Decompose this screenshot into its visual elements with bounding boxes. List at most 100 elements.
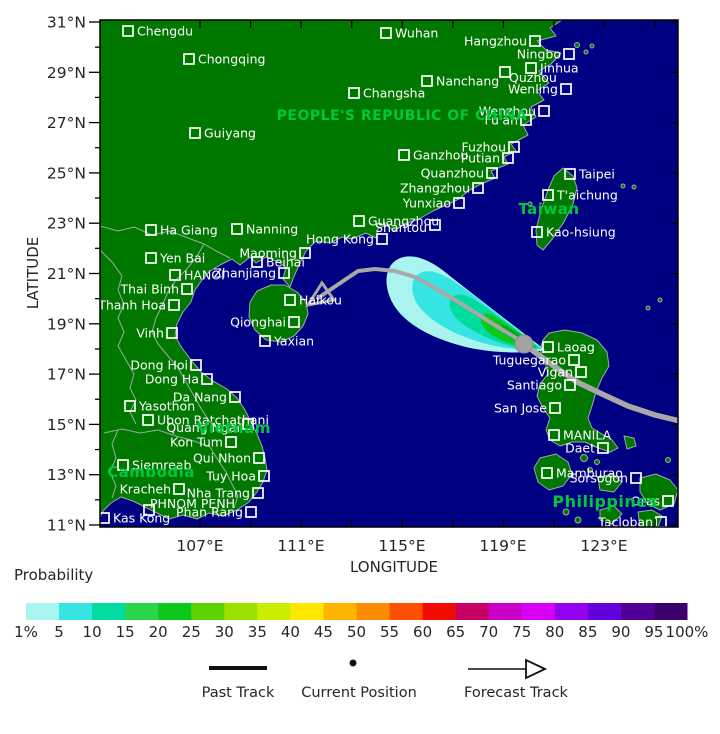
city-label: T'aichung — [556, 188, 618, 203]
city-label: Vinh — [136, 326, 164, 341]
city-label: Chongqing — [198, 52, 265, 67]
city-marker-icon — [201, 373, 213, 385]
colorbar-segment — [455, 603, 490, 620]
city-label: Taipei — [578, 167, 615, 182]
city-label: San Jose — [494, 401, 547, 416]
colorbar-segment — [257, 603, 291, 620]
forecast-arrowhead-icon — [304, 280, 337, 308]
city-marker-icon — [142, 414, 154, 426]
colorbar-segment — [653, 603, 688, 620]
city-marker-icon — [520, 114, 532, 126]
city-label: Guangzhou — [368, 214, 439, 229]
city-label: Yasothon — [138, 399, 195, 414]
city-marker-icon — [169, 269, 181, 281]
city-marker-icon — [662, 495, 674, 507]
land-masbate — [597, 473, 623, 493]
small-islands — [527, 42, 671, 524]
colorbar-segment — [521, 603, 556, 620]
colorbar-tick-label: 30 — [215, 623, 234, 641]
lat-tick-label: 25°N — [47, 164, 86, 182]
axis-ticks — [89, 21, 678, 526]
city-marker-icon — [288, 316, 300, 328]
colorbar-tick-label: 55 — [380, 623, 399, 641]
city-label: Chengdu — [137, 24, 193, 39]
city-label: HANOI — [184, 268, 225, 283]
city-marker-icon — [183, 53, 195, 65]
colorbar-segment — [125, 603, 159, 620]
city-label: Kracheh — [120, 482, 171, 497]
city-marker-icon — [421, 75, 433, 87]
lon-tick-label: 119°E — [479, 537, 526, 555]
city-label: Mamburao — [556, 466, 623, 481]
city-label: Hangzhou — [464, 34, 527, 49]
city-marker-icon — [529, 35, 541, 47]
city-marker-icon — [145, 252, 157, 264]
city-label: Guiyang — [204, 126, 256, 141]
city-label: Quzhou — [509, 70, 557, 85]
colorbar-tick-label: 1% — [14, 623, 38, 641]
city-label: Santiago — [507, 378, 562, 393]
forecast-track-arrow-icon — [525, 658, 548, 680]
forecast-track-label: Forecast Track — [464, 685, 569, 701]
city-marker-icon — [453, 197, 465, 209]
city-label: Wenling — [508, 82, 558, 97]
city-marker-icon — [548, 429, 560, 441]
city-marker-icon — [508, 141, 520, 153]
city-label: Yunxiao — [402, 196, 451, 211]
city-label: Ubon Ratchathani — [157, 413, 269, 428]
city-marker-icon — [541, 467, 553, 479]
city-label: Kao-hsiung — [546, 225, 616, 240]
city-label: Ha Giang — [160, 223, 218, 238]
city-marker-icon — [122, 25, 134, 37]
past-track — [521, 341, 678, 424]
city-label: Thai Binh — [119, 282, 179, 297]
city-label: Hong Kong — [306, 232, 374, 247]
city-label: Da Nang — [173, 390, 227, 405]
city-marker-icon — [380, 27, 392, 39]
colorbar-tick-label: 15 — [116, 623, 135, 641]
city-label: Kas Kong — [113, 511, 170, 526]
city-label: Fu'an — [485, 113, 518, 128]
region-label: PEOPLE'S REPUBLIC OF CHINA — [277, 108, 528, 124]
land-mindoro — [533, 453, 573, 491]
past-track-label: Past Track — [202, 685, 275, 701]
colorbar-tick-label: 85 — [578, 623, 597, 641]
x-axis-title: LONGITUDE — [350, 558, 438, 576]
colorbar-tick-label: 100% — [666, 623, 709, 641]
city-label: Quanzhou — [421, 166, 484, 181]
city-label: Jinhua — [539, 61, 579, 76]
colorbar-tick-label: 5 — [54, 623, 64, 641]
city-marker-icon — [190, 359, 202, 371]
city-marker-icon — [117, 459, 129, 471]
city-marker-icon — [231, 223, 243, 235]
region-labels: PEOPLE'S REPUBLIC OF CHINA Taiwan Vietnam C… — [107, 108, 657, 511]
city-marker-icon — [531, 226, 543, 238]
city-marker-icon — [597, 442, 609, 454]
colorbar-tick-label: 45 — [314, 623, 333, 641]
city-label: Quang Ngai — [166, 420, 240, 435]
region-label: Taiwan — [518, 200, 579, 218]
city-label: Fuzhou — [462, 140, 506, 155]
city-label: Shantou — [375, 220, 427, 235]
city-marker-icon — [168, 299, 180, 311]
colorbar-tick-label: 70 — [479, 623, 498, 641]
city-marker-icon — [124, 400, 136, 412]
city-marker-icon — [284, 294, 296, 306]
lon-tick-label: 111°E — [277, 537, 324, 555]
city-label: Phan Rang — [176, 505, 243, 520]
region-label: Vietnam — [197, 419, 271, 437]
city-label: Nanchang — [436, 74, 499, 89]
city-label: Ningbo — [517, 47, 561, 62]
city-marker-icon — [560, 83, 572, 95]
lat-tick-label: 31°N — [47, 14, 86, 32]
city-label: Yen Bai — [159, 251, 205, 266]
colorbar-segment — [554, 603, 589, 620]
city-marker-icon — [278, 267, 290, 279]
city-label: Oras — [631, 494, 660, 509]
city-marker-icon — [173, 483, 185, 495]
city-marker-icon — [502, 152, 514, 164]
colorbar-tick-label: 20 — [149, 623, 168, 641]
lat-tick-label: 19°N — [47, 315, 86, 333]
colorbar-tick-label: 25 — [182, 623, 201, 641]
city-label: Nha Trang — [187, 486, 250, 501]
